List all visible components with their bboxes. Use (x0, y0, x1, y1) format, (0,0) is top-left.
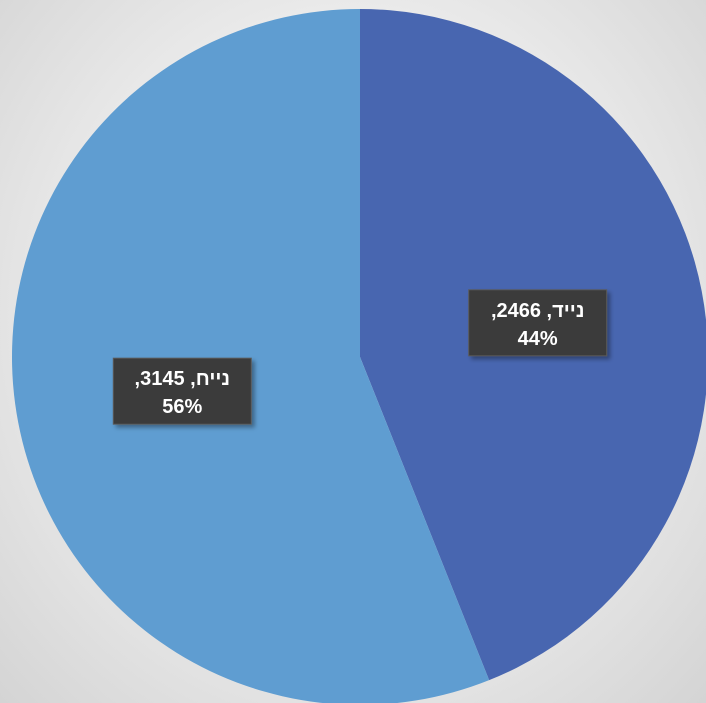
pie-slice-1 (12, 9, 490, 703)
data-labels: נייד, 2466, 44% נייח, 3145, 56% (112, 289, 608, 425)
data-label-line1: נייד, 2466, (491, 300, 585, 322)
data-label-1: נייח, 3145, 56% (112, 357, 252, 425)
data-label-percent: 44% (518, 328, 558, 350)
data-label-box (112, 357, 252, 425)
data-label-percent: 56% (162, 396, 202, 418)
data-label-line1: נייח, 3145, (135, 368, 230, 390)
data-label-0: נייד, 2466, 44% (468, 289, 608, 357)
data-label-box (468, 289, 608, 357)
